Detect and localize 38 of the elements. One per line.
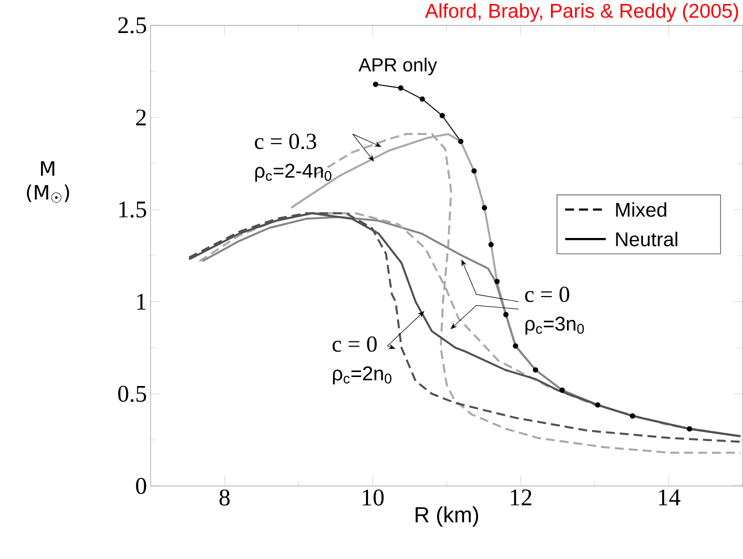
annotation: ρ$_{c}$=3n$_{0}$ (525, 316, 584, 335)
annotation: c = 0 (525, 286, 570, 302)
annotation: c = 0.3 (254, 134, 316, 150)
point (559, 388, 565, 393)
point (372, 82, 378, 88)
point (471, 168, 477, 174)
point (595, 402, 600, 408)
point (458, 138, 464, 144)
y-tick-label: 1.5 (119, 202, 146, 218)
annotation: ρ$_{c}$=2-4n$_{0}$ (255, 164, 332, 182)
point (503, 312, 509, 318)
point (488, 242, 494, 248)
y-tick-label: 1 (137, 294, 146, 310)
point (440, 113, 445, 118)
point (420, 96, 425, 102)
point (686, 426, 692, 432)
text: Alford, Braby, Paris & Reddy (2005) (424, 3, 738, 22)
point (482, 205, 488, 211)
x-axis-title: R (km) (416, 506, 478, 527)
x-tick-label: 8 (220, 490, 230, 506)
point (494, 278, 500, 284)
y-tick-label: 2 (136, 110, 146, 126)
annotation: APR only (358, 58, 438, 76)
annotation: ρ$_{c}$=2n$_{0}$ (333, 366, 392, 385)
point (512, 343, 518, 349)
y-axis-title: M (M$_{☉}$) (26, 161, 70, 203)
annotation: Neutral (616, 232, 678, 246)
point (630, 413, 636, 419)
y-tick-label: 0 (136, 478, 146, 494)
x-tick-label: 14 (658, 490, 680, 506)
y-tick-label: 2.5 (118, 17, 146, 34)
x-tick-label: 10 (362, 490, 384, 506)
point (398, 85, 404, 91)
annotation: c = 0 (332, 336, 377, 352)
annotation: Mixed (616, 202, 666, 217)
x-tick-label: 12 (510, 490, 532, 506)
point (532, 367, 538, 373)
y-tick-label: 0.5 (118, 386, 146, 402)
